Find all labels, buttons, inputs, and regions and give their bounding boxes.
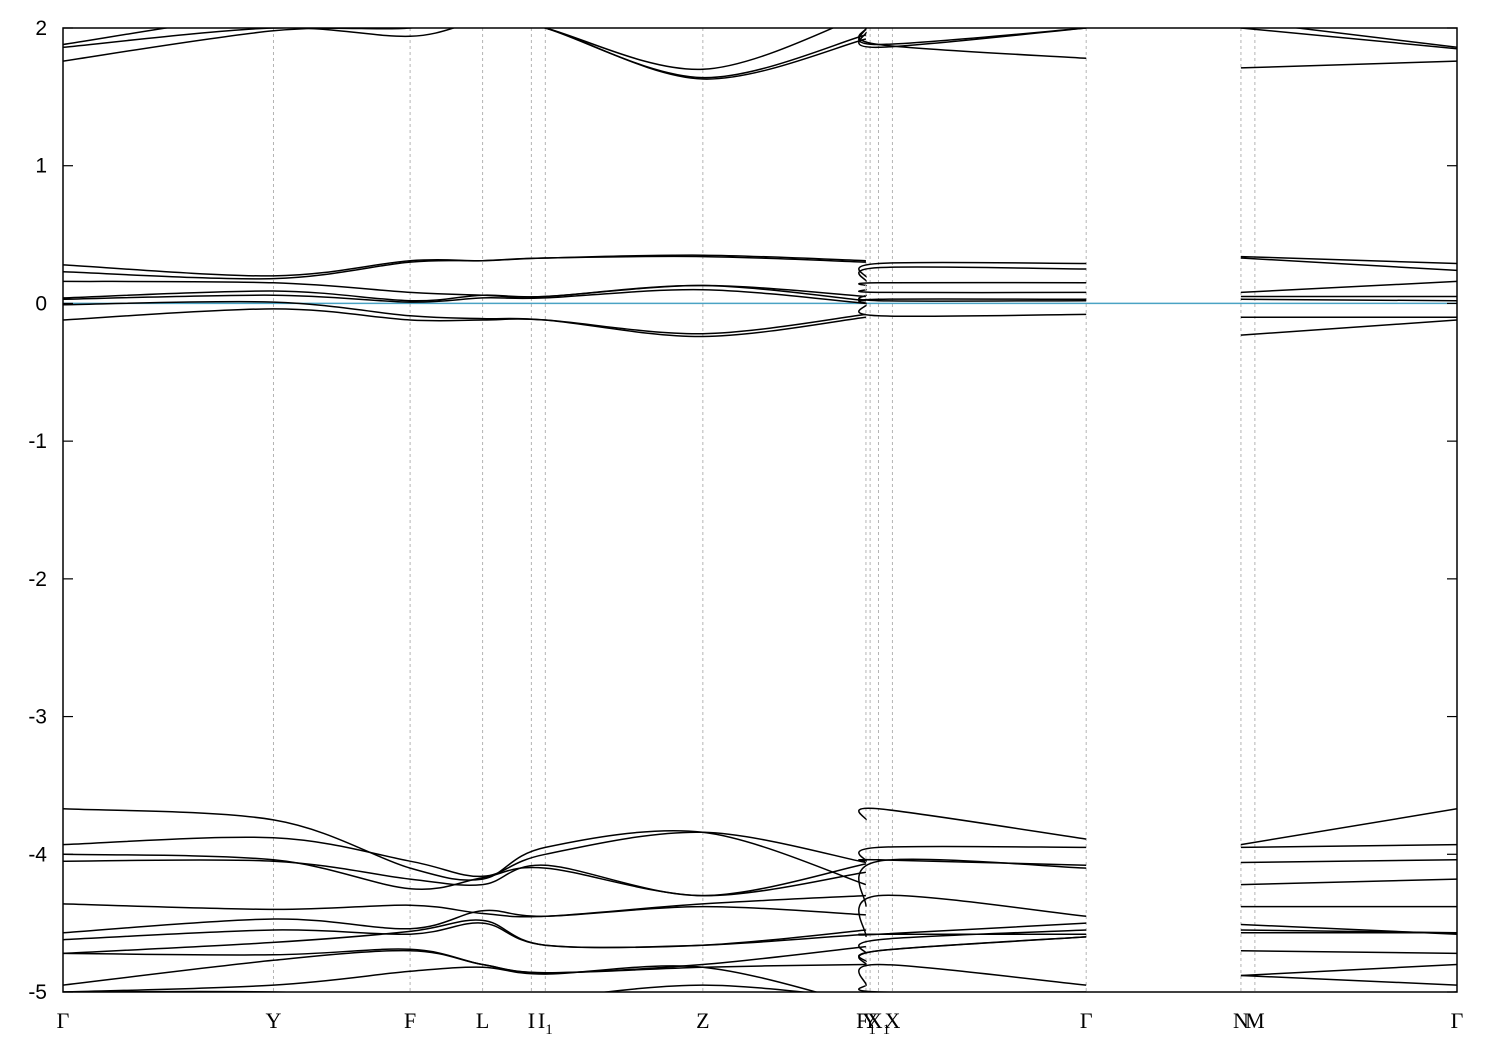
band-9-panel-1 [858, 298, 1087, 305]
band-13-panel-1 [858, 858, 1087, 907]
band-10-panel-0 [63, 808, 867, 886]
band-19-panel-2 [1240, 963, 1457, 977]
kpoint-label-12: N [1233, 1008, 1249, 1033]
band-3-panel-2 [1240, 255, 1457, 265]
kpoint-label-13: M [1245, 1008, 1265, 1033]
kpoint-label-0: Γ [57, 1008, 70, 1033]
band-11-panel-0 [63, 831, 867, 878]
kpoint-sub-5: 1 [545, 1022, 553, 1038]
band-8-panel-1 [858, 304, 1087, 318]
grid-lines [272, 28, 1256, 992]
band-1-panel-2 [1240, 28, 1457, 50]
band-17-panel-2 [1240, 929, 1457, 934]
band-7-panel-0 [63, 288, 866, 305]
ytick-label--3: -3 [28, 706, 47, 729]
band-2-panel-1 [858, 28, 1087, 46]
band-13-panel-2 [1240, 878, 1457, 886]
y-axis-ticks: -5 -4 -3 -2 -1 0 1 2 [28, 17, 1457, 1004]
band-14-panel-1 [858, 894, 1087, 938]
kpoint-label-2: F [404, 1008, 416, 1033]
band-lines [63, 28, 1457, 992]
band-10-panel-1 [858, 807, 1087, 840]
ytick-label--1: -1 [28, 430, 47, 453]
band-7-panel-2 [1240, 298, 1457, 302]
ytick-label-0: 0 [35, 292, 47, 315]
band-3-panel-1 [858, 261, 1087, 279]
band-1-panel-0 [63, 28, 867, 80]
kpoint-sub-9: 1 [883, 1022, 891, 1038]
band-13-panel-0 [63, 859, 867, 897]
band-10-panel-2 [1240, 808, 1457, 846]
ytick-label-1: 1 [35, 155, 47, 178]
ytick-label--5: -5 [28, 981, 47, 1004]
band-19-panel-1 [858, 936, 1087, 966]
band-0-panel-0 [63, 28, 867, 79]
kpoint-sub-7: 1 [868, 1022, 876, 1038]
ytick-label--2: -2 [28, 568, 47, 591]
kpoint-label-6: Z [696, 1008, 709, 1033]
ytick-label-2: 2 [35, 17, 47, 40]
band-16-panel-0 [63, 922, 866, 949]
band-7-panel-1 [858, 294, 1087, 302]
band-5-panel-1 [858, 281, 1087, 287]
kpoint-label-4: I [528, 1008, 535, 1033]
band-4-panel-2 [1240, 257, 1457, 272]
band-4-panel-0 [63, 255, 866, 280]
kpoint-label-11: Γ [1080, 1008, 1093, 1033]
band-12-panel-2 [1240, 859, 1457, 864]
band-20-panel-0 [63, 965, 819, 992]
kpoint-label-5: I1 [538, 1008, 553, 1038]
band-11-panel-2 [1240, 843, 1457, 849]
kpoint-label-8: Y [862, 1008, 878, 1033]
band-18-panel-2 [1240, 949, 1457, 955]
band-17-panel-1 [858, 929, 1087, 955]
ytick-label--4: -4 [28, 843, 47, 866]
plot-frame [62, 27, 1458, 993]
band-8-panel-0 [63, 300, 866, 338]
band-17-panel-0 [63, 919, 866, 955]
band-6-panel-1 [858, 288, 1087, 294]
band-21-panel-1 [858, 984, 1087, 992]
band-0-panel-2 [1240, 60, 1457, 69]
band-9-panel-2 [1240, 319, 1457, 336]
band-2-panel-0 [63, 28, 835, 71]
kpoint-label-14: Γ [1451, 1008, 1464, 1033]
band-20-panel-1 [858, 963, 1087, 986]
kpoint-label-1: Y [266, 1008, 282, 1033]
band-21-panel-2 [1445, 991, 1457, 992]
band-9-panel-0 [63, 308, 866, 335]
band-20-panel-2 [1240, 974, 1457, 986]
kpoint-label-3: L [476, 1008, 489, 1033]
band-6-panel-0 [63, 284, 866, 302]
band-11-panel-1 [858, 845, 1087, 862]
band-4-panel-1 [858, 266, 1087, 283]
band-14-panel-0 [63, 894, 866, 918]
band-2-panel-2 [1291, 28, 1457, 49]
band-5-panel-2 [1240, 280, 1457, 294]
band-15-panel-0 [63, 905, 866, 934]
band-5-panel-0 [63, 280, 866, 298]
kpoint-label-10: X [884, 1008, 900, 1033]
